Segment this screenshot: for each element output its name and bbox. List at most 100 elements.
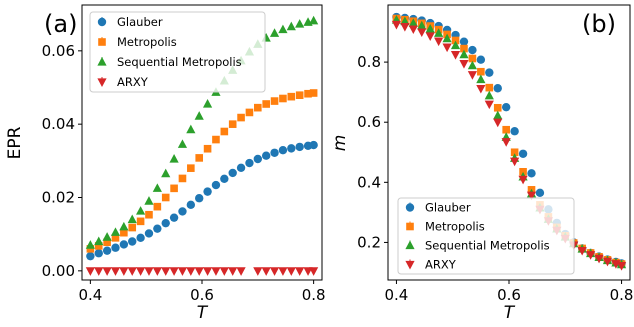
panel-b-sequential-metropolis-point xyxy=(484,90,494,100)
panel-a-metropolis-point xyxy=(136,217,145,226)
panel-b-metropolis-point xyxy=(519,168,527,176)
panel-a-arxy-point xyxy=(261,267,271,276)
panel-a-arxy-point xyxy=(161,267,171,276)
panel-a-legend-marker xyxy=(97,17,107,27)
panel-b-y-tick-label: 0.6 xyxy=(357,113,381,131)
panel-a-arxy-point xyxy=(194,267,204,276)
panel-a-metropolis-point xyxy=(237,113,245,122)
panel-a-metropolis-point xyxy=(120,228,128,237)
panel-b-sequential-metropolis-point xyxy=(408,18,418,27)
panel-a-metropolis-point xyxy=(228,120,237,128)
panel-a-legend-label: Glauber xyxy=(117,15,163,29)
panel-a-metropolis-point xyxy=(304,89,312,98)
panel-a-glauber-point xyxy=(186,200,196,210)
panel-a-metropolis-point xyxy=(111,234,120,242)
panel-a-sequential-metropolis-point xyxy=(286,21,296,31)
panel-a-arxy-point xyxy=(110,267,121,276)
panel-b-arxy-point xyxy=(616,261,627,271)
panel-b-arxy-point xyxy=(484,100,494,110)
panel-a-glauber-point xyxy=(178,207,187,216)
panel-a-legend-marker xyxy=(97,57,107,66)
panel-a-metropolis-point xyxy=(145,210,153,219)
panel-a-sequential-metropolis-point xyxy=(152,183,162,192)
panel-a-sequential-metropolis-point xyxy=(177,139,188,148)
panel-a-metropolis-point xyxy=(309,89,318,97)
panel-a-glauber-point xyxy=(94,249,103,258)
panel-b-y-tick-label: 0.8 xyxy=(357,53,381,71)
panel-b-arxy-point xyxy=(526,191,537,201)
panel-a-arxy-point xyxy=(94,267,104,276)
panel-a-x-tick-label: 0.4 xyxy=(78,286,102,304)
panel-a-legend-entry-sequential-metropolis: Sequential Metropolis xyxy=(97,55,242,69)
panel-a-sequential-metropolis-point xyxy=(102,232,112,241)
panel-a-y-axis-label: EPR xyxy=(5,126,25,159)
panel-b-legend: Glauber Metropolis Sequential Metropolis AR… xyxy=(397,197,575,275)
panel-a-legend-marker xyxy=(98,38,106,46)
panel-a-glauber-point xyxy=(253,154,263,164)
panel-a-arxy-point xyxy=(253,267,263,276)
panel-b-legend-entry-glauber: Glauber xyxy=(405,201,471,215)
panel-a-arxy-point xyxy=(278,267,288,276)
panel-b-arxy-point xyxy=(417,28,427,38)
panel-a-sequential-metropolis-point xyxy=(186,124,196,134)
panel-a-arxy-point xyxy=(286,267,296,276)
panel-a-sequential-metropolis-point xyxy=(94,236,104,246)
panel-a-legend-label: Sequential Metropolis xyxy=(117,55,242,69)
panel-a-legend-marker xyxy=(97,78,107,87)
panel-b-legend-marker xyxy=(406,222,414,231)
panel-a-glauber-point xyxy=(309,140,318,150)
panel-a-arxy-point xyxy=(219,267,229,276)
panel-a-glauber-point xyxy=(153,224,162,233)
panel-a-sequential-metropolis-point xyxy=(278,24,288,34)
panel-b-sequential-metropolis-point xyxy=(450,40,461,50)
panel-a-marks xyxy=(85,15,319,276)
panel-b-sequential-metropolis-point xyxy=(442,33,452,43)
panel-a-legend-label: Metropolis xyxy=(117,35,177,49)
panel-a-arxy-point xyxy=(186,267,196,276)
panel-b-arxy-point xyxy=(467,71,478,80)
panel-b-sequential-metropolis-point xyxy=(400,16,410,26)
panel-b-metropolis-point xyxy=(493,103,502,112)
panel-a-legend: Glauber Metropolis Sequential Metropolis AR… xyxy=(89,11,266,93)
panel-a-metropolis-point xyxy=(262,100,270,108)
panel-a-y-ticks: 0.00 0.02 0.04 0.06 xyxy=(42,42,82,280)
panel-a-arxy-point xyxy=(119,267,129,276)
panel-a-sequential-metropolis-point xyxy=(127,214,137,224)
panel-a-glauber-point xyxy=(169,213,179,222)
panel-a-arxy-point xyxy=(169,267,179,276)
panel-a-metropolis-point xyxy=(220,127,229,136)
panel-a-metropolis-point xyxy=(128,223,137,232)
panel-b-arxy-point xyxy=(586,251,596,260)
panel-a-arxy-point xyxy=(269,267,280,276)
panel-b-glauber-point xyxy=(535,188,545,198)
panel-b: 0.4 0.6 0.8 0.2 0.4 0.6 0.8 T m (b) Glauber Me… xyxy=(330,4,633,323)
panel-a-glauber-point xyxy=(261,151,271,160)
panel-b-legend-marker xyxy=(405,203,415,212)
panel-a-x-tick-label: 0.8 xyxy=(302,286,326,304)
panel-a-metropolis-point xyxy=(212,135,220,144)
panel-b-sequential-metropolis-point xyxy=(493,110,503,120)
panel-b-y-ticks: 0.2 0.4 0.6 0.8 xyxy=(357,53,388,251)
panel-b-legend-marker xyxy=(405,240,415,250)
panel-a-sequential-metropolis-point xyxy=(85,240,95,249)
panel-b-metropolis-point xyxy=(468,54,477,63)
panel-a-y-tick-label: 0.04 xyxy=(42,115,75,133)
panel-a-metropolis-point xyxy=(279,94,287,103)
panel-a-series-glauber xyxy=(86,140,318,261)
panel-a-sequential-metropolis-point xyxy=(119,221,129,231)
panel-a-sequential-metropolis-point xyxy=(202,99,213,108)
panel-a-metropolis-point xyxy=(94,242,103,250)
panel-b-arxy-point xyxy=(459,60,469,69)
panel-b-x-ticks: 0.4 0.6 0.8 xyxy=(385,280,633,304)
panel-b-label: (b) xyxy=(582,10,616,38)
panel-a-arxy-point xyxy=(202,267,213,276)
panel-b-arxy-point xyxy=(442,43,452,53)
panel-a-sequential-metropolis-point xyxy=(309,15,319,25)
panel-b-legend-entry-arxy: ARXY xyxy=(405,258,457,272)
panel-a-legend-box xyxy=(89,11,266,93)
panel-a-metropolis-point xyxy=(103,238,111,247)
panel-a-legend-entry-metropolis: Metropolis xyxy=(98,35,177,49)
panel-b-sequential-metropolis-point xyxy=(425,24,435,33)
panel-a-glauber-point xyxy=(111,243,120,252)
